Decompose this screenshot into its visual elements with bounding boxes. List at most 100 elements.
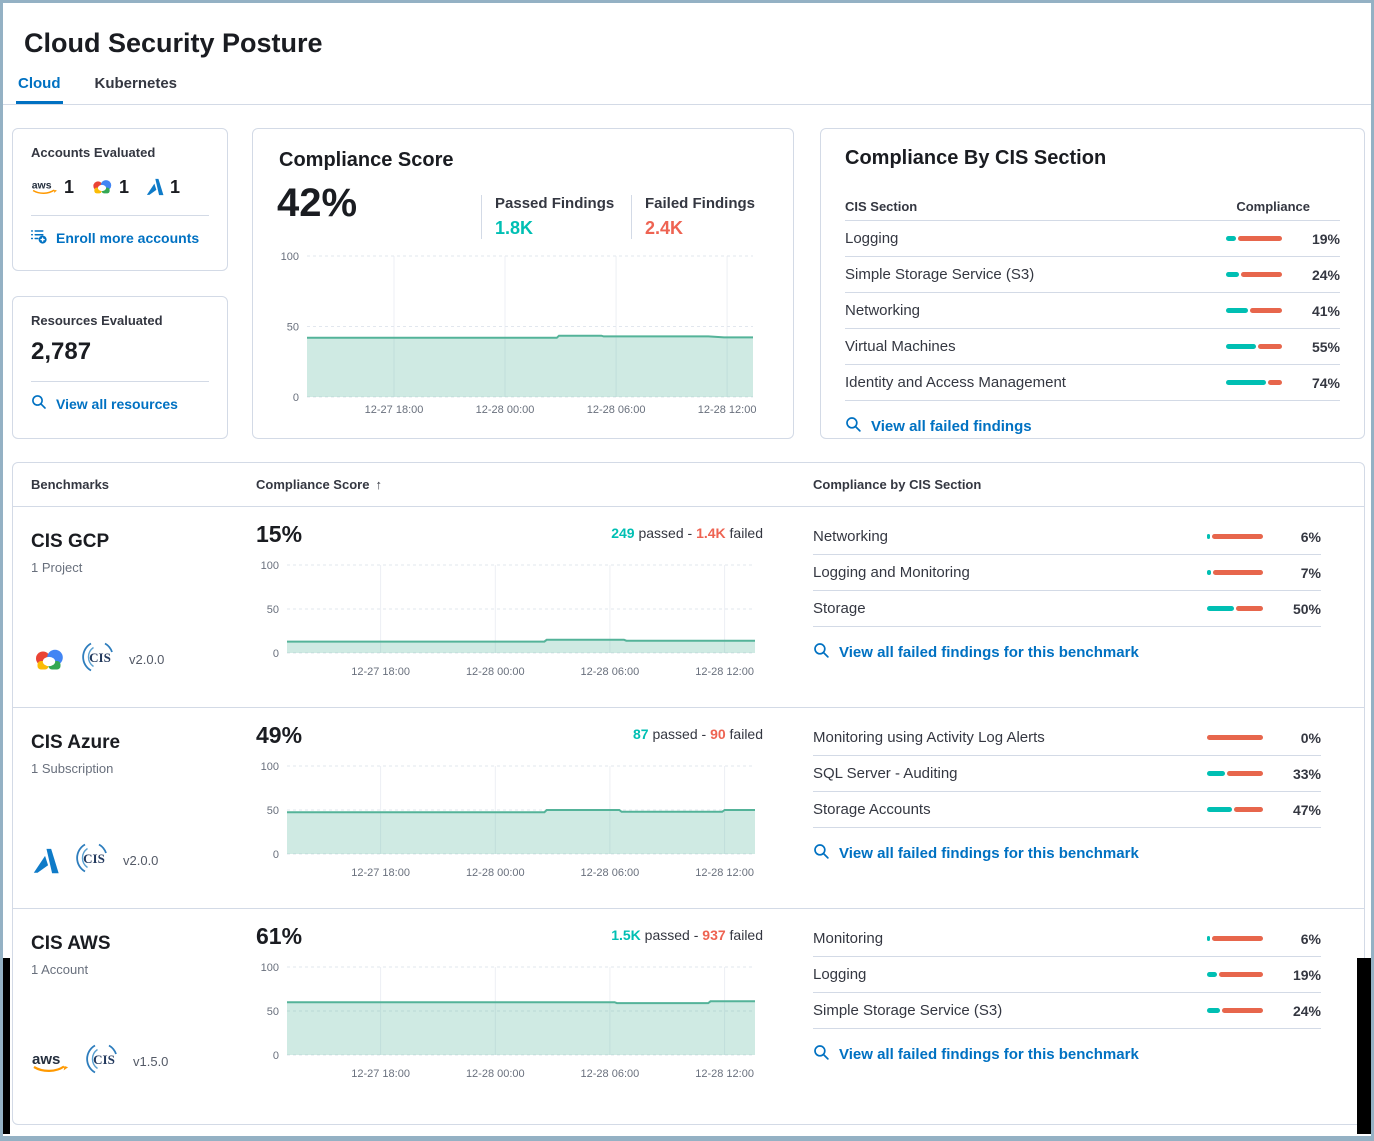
account-count: 1 xyxy=(170,176,181,197)
tab-cloud[interactable]: Cloud xyxy=(16,75,63,104)
failed-word: failed xyxy=(725,525,763,541)
cis-section-name: SQL Server - Auditing xyxy=(813,765,958,782)
view-all-failed-findings-benchmark-link[interactable]: View all failed findings for this benchm… xyxy=(813,843,1321,864)
benchmark-section-rows: Monitoring 6% Logging 19% xyxy=(813,921,1321,1029)
svg-text:12-27 18:00: 12-27 18:00 xyxy=(351,867,410,879)
cis-section-row: Simple Storage Service (S3) 24% xyxy=(813,993,1321,1029)
passed-word: passed - xyxy=(648,726,711,742)
benchmark-name: CIS Azure xyxy=(31,732,121,753)
view-all-failed-findings-benchmark-label: View all failed findings for this benchm… xyxy=(839,845,1139,862)
tab-kubernetes[interactable]: Kubernetes xyxy=(94,75,178,92)
cis-logo: CIS xyxy=(84,1041,120,1082)
cis-section-row: Monitoring 6% xyxy=(813,921,1321,957)
tab-bar-divider xyxy=(3,104,1371,105)
benchmark-trend-chart: 12-27 18:00 12-28 00:00 12-28 06:00 12-28 1… xyxy=(253,555,763,681)
list-add-icon xyxy=(31,228,47,247)
svg-text:CIS: CIS xyxy=(83,851,105,866)
cloud-provider-icon: aws xyxy=(31,1048,71,1076)
svg-text:50: 50 xyxy=(267,604,279,616)
cis-section-name: Logging xyxy=(813,966,867,983)
cis-logo: CIS xyxy=(74,840,110,881)
svg-text:50: 50 xyxy=(287,322,299,334)
search-icon xyxy=(813,843,830,864)
cis-section-name: Storage Accounts xyxy=(813,801,931,818)
benchmark-logos: aws CIS v2.0.0 xyxy=(31,840,158,881)
compliance-percent: 55% xyxy=(1311,338,1340,355)
cis-section-row: Logging 19% xyxy=(813,957,1321,993)
benchmark-passed-failed: 87 passed - 90 failed xyxy=(256,726,763,742)
benchmark-row: CIS AWS 1 Account aws CIS v1.5.0 61% xyxy=(13,909,1364,1109)
compliance-bar xyxy=(1207,606,1263,611)
resources-evaluated-card: Resources Evaluated 2,787 View all resou… xyxy=(12,296,228,439)
compliance-bar xyxy=(1207,1008,1263,1013)
cis-section-row: Monitoring using Activity Log Alerts 0% xyxy=(813,720,1321,756)
svg-text:12-28 00:00: 12-28 00:00 xyxy=(476,404,535,416)
view-all-failed-findings-link[interactable]: View all failed findings xyxy=(845,416,1340,437)
svg-text:50: 50 xyxy=(267,1006,279,1018)
svg-text:0: 0 xyxy=(273,849,279,861)
compliance-score-column-header[interactable]: Compliance Score ↑ xyxy=(256,477,813,492)
cloud-provider-icon: aws xyxy=(31,646,67,674)
compliance-percent: 19% xyxy=(1311,230,1340,247)
screen-black-gap-right xyxy=(1357,958,1371,1134)
benchmark-score: 15% xyxy=(256,521,303,547)
view-all-failed-findings-benchmark-link[interactable]: View all failed findings for this benchm… xyxy=(813,642,1321,663)
failed-count: 937 xyxy=(702,927,726,943)
compliance-bar xyxy=(1207,534,1263,539)
accounts-evaluated-card: Accounts Evaluated aws 1 aws xyxy=(12,128,228,271)
resources-count: 2,787 xyxy=(31,338,92,365)
benchmark-version: v1.5.0 xyxy=(133,1054,169,1069)
benchmark-subtitle: 1 Project xyxy=(31,560,83,575)
cloud-provider-icon: aws xyxy=(145,177,165,197)
benchmark-subtitle: 1 Subscription xyxy=(31,761,114,776)
benchmark-name: CIS AWS xyxy=(31,933,111,954)
cis-section-name: Networking xyxy=(845,302,921,319)
compliance-percent: 19% xyxy=(1292,966,1321,983)
compliance-bar xyxy=(1226,236,1282,241)
compliance-percent: 6% xyxy=(1300,528,1321,545)
cis-section-rows: Logging 19% Simple Storage Service (S3) … xyxy=(845,221,1340,401)
svg-text:50: 50 xyxy=(267,805,279,817)
passed-findings-value[interactable]: 1.8K xyxy=(495,218,534,238)
compliance-percent: 47% xyxy=(1292,801,1321,818)
svg-text:12-28 00:00: 12-28 00:00 xyxy=(466,1068,525,1080)
cloud-account-count: aws 1 xyxy=(90,177,129,198)
benchmark-row: CIS GCP 1 Project aws CIS v2.0.0 15% xyxy=(13,507,1364,708)
svg-text:12-27 18:00: 12-27 18:00 xyxy=(351,1068,410,1080)
passed-count: 1.5K xyxy=(611,927,641,943)
svg-text:100: 100 xyxy=(261,560,279,572)
cloud-provider-icon: aws xyxy=(31,846,61,876)
enroll-more-accounts-link[interactable]: Enroll more accounts xyxy=(31,228,209,247)
cis-section-table: CIS Section Compliance Logging 19% Simpl… xyxy=(845,193,1340,437)
svg-text:12-28 00:00: 12-28 00:00 xyxy=(466,867,525,879)
failed-findings-value[interactable]: 2.4K xyxy=(645,218,684,238)
svg-text:CIS: CIS xyxy=(89,650,111,665)
benchmark-cis-sections: Monitoring 6% Logging 19% xyxy=(813,921,1321,1065)
svg-text:12-27 18:00: 12-27 18:00 xyxy=(365,404,424,416)
compliance-percent: 74% xyxy=(1311,374,1340,391)
svg-text:0: 0 xyxy=(293,392,299,404)
cis-section-row: Identity and Access Management 74% xyxy=(845,365,1340,401)
benchmark-rows: CIS GCP 1 Project aws CIS v2.0.0 15% xyxy=(13,507,1364,1109)
benchmark-section-rows: Networking 6% Logging and Monitoring 7% xyxy=(813,519,1321,627)
svg-text:12-28 06:00: 12-28 06:00 xyxy=(587,404,646,416)
cis-section-column-header: CIS Section xyxy=(845,199,918,214)
passed-word: passed - xyxy=(634,525,697,541)
cis-section-name: Networking xyxy=(813,528,889,545)
compliance-score-title: Compliance Score xyxy=(279,149,454,171)
cis-section-row: Logging 19% xyxy=(845,221,1340,257)
svg-text:100: 100 xyxy=(261,761,279,773)
view-all-failed-findings-benchmark-link[interactable]: View all failed findings for this benchm… xyxy=(813,1044,1321,1065)
failed-findings-label: Failed Findings xyxy=(645,195,756,212)
benchmark-trend-chart: 12-27 18:00 12-28 00:00 12-28 06:00 12-28 1… xyxy=(253,957,763,1083)
view-all-resources-link[interactable]: View all resources xyxy=(31,394,209,413)
search-icon xyxy=(813,1044,830,1065)
passed-findings-stat: Passed Findings 1.8K xyxy=(481,195,614,239)
sort-ascending-icon[interactable]: ↑ xyxy=(375,477,382,492)
svg-text:12-28 12:00: 12-28 12:00 xyxy=(698,404,757,416)
svg-text:12-27 18:00: 12-27 18:00 xyxy=(351,666,410,678)
benchmark-name: CIS GCP xyxy=(31,531,110,552)
enroll-more-accounts-label: Enroll more accounts xyxy=(56,229,200,246)
failed-count: 1.4K xyxy=(696,525,726,541)
cis-section-row: SQL Server - Auditing 33% xyxy=(813,756,1321,792)
